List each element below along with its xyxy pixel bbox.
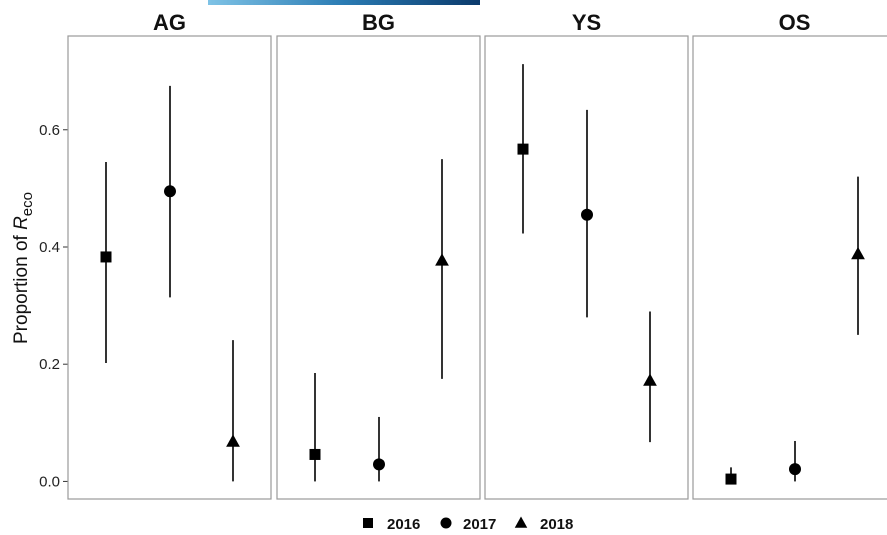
y-axis-label-prefix: Proportion of	[11, 230, 32, 344]
point-2017	[581, 208, 593, 221]
panel-bg: BG	[276, 10, 481, 500]
point-2018	[851, 246, 865, 260]
point-2016	[309, 448, 321, 460]
legend-label: 2016	[387, 516, 420, 533]
panel-border	[692, 35, 887, 500]
point-2018	[226, 434, 240, 447]
point-2018	[643, 373, 657, 386]
top-accent-bar	[208, 0, 480, 5]
legend-label: 2017	[463, 516, 496, 533]
y-tick-label: 0.6	[39, 122, 60, 139]
point-2016	[100, 251, 112, 263]
facet-title: AG	[153, 10, 186, 35]
facet-title: YS	[572, 10, 601, 35]
y-tick-label: 0.4	[39, 239, 60, 256]
point-2017	[373, 458, 385, 471]
y-axis-label-italic: R	[11, 216, 32, 230]
point-2017	[789, 463, 801, 476]
legend: 2016 2017 2018	[363, 516, 573, 533]
y-axis-label: Proportion of Reco	[11, 192, 36, 344]
legend-item-2016: 2016	[363, 516, 420, 533]
panel-os: OS	[692, 10, 887, 500]
legend-item-2018: 2018	[514, 516, 573, 533]
legend-label: 2018	[540, 516, 573, 533]
circle-legend-icon	[440, 517, 452, 529]
square-legend-icon	[363, 518, 373, 528]
point-2018	[435, 253, 449, 266]
y-tick-label: 0.2	[39, 356, 60, 373]
y-axis: 0.0 0.2 0.4 0.6	[39, 122, 68, 490]
point-2016	[725, 473, 737, 485]
panels: AG BG YS OS	[67, 10, 887, 500]
y-axis-label-subscript: eco	[19, 192, 36, 216]
panel-ag: AG	[67, 10, 272, 500]
facet-title: BG	[362, 10, 395, 35]
point-2016	[517, 143, 529, 155]
facet-title: OS	[779, 10, 811, 35]
triangle-legend-icon	[514, 516, 528, 528]
point-2017	[164, 185, 176, 198]
legend-item-2017: 2017	[440, 516, 496, 533]
y-tick-label: 0.0	[39, 473, 60, 490]
panel-ys: YS	[484, 10, 689, 500]
